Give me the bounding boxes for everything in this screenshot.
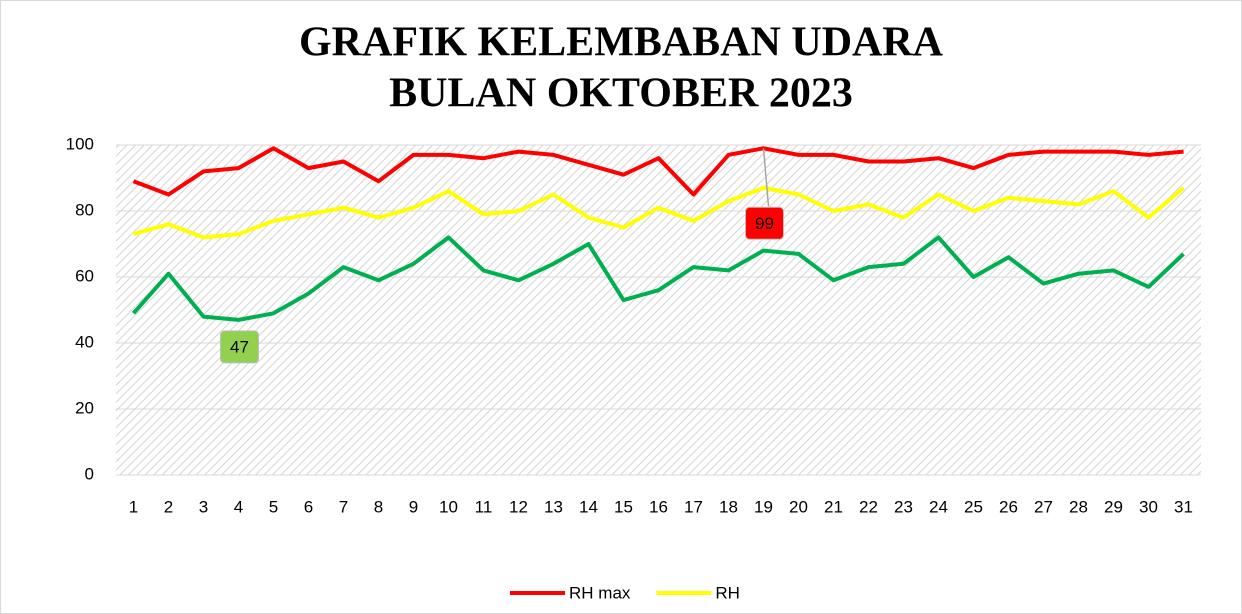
legend-label: RH [715,583,740,602]
x-tick-label: 10 [439,497,458,516]
x-tick-label: 14 [579,497,598,516]
x-tick-label: 5 [269,497,278,516]
x-tick-label: 19 [754,497,773,516]
x-tick-label: 22 [859,497,878,516]
x-tick-label: 28 [1069,497,1088,516]
annotation-box [745,206,784,240]
y-tick-label: 20 [75,398,94,417]
chart-title: GRAFIK KELEMBABAN UDARA [299,20,944,66]
x-tick-label: 2 [164,497,173,516]
x-tick-label: 4 [234,497,243,516]
x-tick-label: 8 [374,497,383,516]
y-tick-label: 0 [85,464,94,483]
x-tick-label: 21 [824,497,843,516]
annotation-text: 99 [755,214,774,233]
x-tick-label: 17 [684,497,703,516]
x-tick-label: 11 [475,497,493,516]
y-tick-label: 60 [75,266,94,285]
series-line [132,146,1184,197]
x-tick-label: 12 [509,497,528,516]
x-tick-label: 29 [1104,497,1123,516]
x-tick-label: 7 [339,497,348,516]
y-tick-label: 40 [75,332,94,351]
x-tick-label: 1 [129,497,138,516]
y-tick-label: 80 [75,200,94,219]
x-tick-label: 25 [964,497,983,516]
x-tick-label: 9 [409,497,418,516]
x-tick-label: 18 [719,497,738,516]
x-tick-label: 16 [649,497,668,516]
x-tick-label: 26 [999,497,1018,516]
annotation-text: 47 [230,337,249,356]
y-tick-label: 100 [66,134,94,153]
x-tick-label: 30 [1139,497,1158,516]
x-tick-label: 13 [544,497,563,516]
series-line [132,185,1185,240]
x-tick-label: 15 [614,497,633,516]
x-tick-label: 6 [304,497,313,516]
x-tick-label: 23 [894,497,913,516]
x-tick-label: 24 [929,497,948,516]
annotation-box [220,330,259,364]
legend-label: RH max [569,583,631,602]
x-tick-label: 20 [789,497,808,516]
x-tick-label: 27 [1034,497,1053,516]
x-tick-label: 3 [199,497,208,516]
x-tick-label: 31 [1174,497,1193,516]
leader-line [762,148,770,207]
series-line [132,235,1185,322]
chart-title: BULAN OKTOBER 2023 [389,71,853,117]
